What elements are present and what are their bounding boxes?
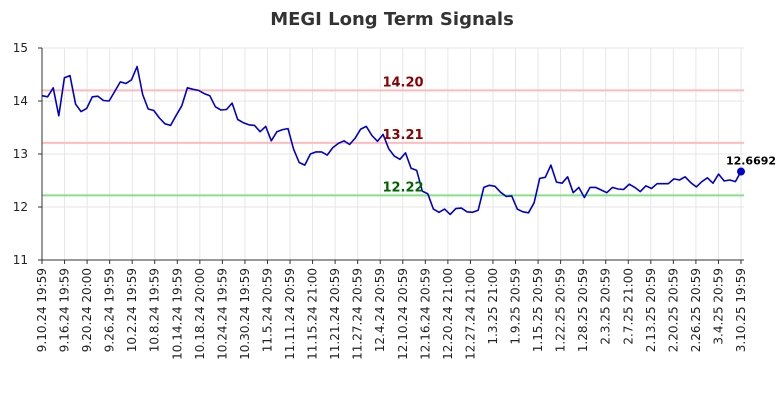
y-tick-label: 14 (13, 94, 28, 108)
x-tick-label: 12.16.24 20:59 (418, 268, 432, 360)
y-tick-label: 12 (13, 200, 28, 214)
x-tick-label: 1.15.25 20:59 (531, 268, 545, 352)
series-layer (41, 65, 745, 216)
reference-label: 14.20 (382, 75, 423, 90)
x-tick-label: 3.10.25 19:59 (734, 268, 748, 352)
x-tick-label: 10.18.24 20:00 (193, 268, 207, 360)
x-tick-label: 2.20.25 20:59 (666, 268, 680, 352)
x-tick-label: 1.3.25 21:00 (486, 268, 500, 345)
x-tick-label: 2.13.25 20:59 (644, 268, 658, 352)
axes: 11 12 13 14 15 9.10.24 19:59 9.16.24 19:59 9.20… (13, 41, 748, 360)
x-tick-label: 11.21.24 20:59 (328, 268, 342, 360)
x-tick-label: 3.4.25 20:59 (711, 268, 725, 345)
x-tick-label: 12.27.24 21:00 (463, 268, 477, 360)
x-tick-label: 10.8.24 19:59 (148, 268, 162, 352)
x-tick-label: 11.27.24 20:59 (351, 268, 365, 360)
chart-title: MEGI Long Term Signals (270, 9, 514, 30)
x-tick-label: 12.20.24 21:00 (441, 268, 455, 360)
x-tick-label: 9.26.24 19:59 (103, 268, 117, 352)
x-tick-label: 2.3.25 20:59 (599, 268, 613, 345)
y-tick-label: 13 (13, 147, 28, 161)
x-tick-label: 11.15.24 21:00 (306, 268, 320, 360)
x-tick-label: 10.24.24 19:59 (215, 268, 229, 360)
x-tick-label: 12.4.24 20:59 (373, 268, 387, 352)
x-tick-label: 9.20.24 20:00 (80, 268, 94, 352)
x-tick-label: 10.14.24 19:59 (170, 268, 184, 360)
x-tick-label: 10.30.24 19:59 (238, 268, 252, 360)
x-tick-label: 2.7.25 21:00 (621, 268, 635, 345)
x-tick-label: 2.26.25 20:59 (689, 268, 703, 352)
x-tick-label: 9.10.24 19:59 (35, 268, 49, 352)
y-tick-label: 11 (13, 253, 28, 267)
reference-label: 13.21 (382, 128, 423, 143)
last-value-label: 12.6692 (726, 155, 776, 168)
y-tick-label: 15 (13, 41, 28, 55)
reference-label: 12.22 (382, 180, 423, 195)
x-tick-label: 11.11.24 20:59 (283, 268, 297, 360)
x-tick-label: 12.10.24 20:59 (396, 268, 410, 360)
x-tick-label: 1.9.25 20:59 (509, 268, 523, 345)
series-line (41, 65, 742, 216)
x-tick-label: 1.22.25 20:59 (554, 268, 568, 352)
x-tick-label: 11.5.24 20:59 (260, 268, 274, 352)
x-tick-label: 9.16.24 19:59 (58, 268, 72, 352)
reference-lines (42, 89, 744, 197)
x-tick-label: 10.2.24 19:59 (125, 268, 139, 352)
last-point-marker (737, 167, 745, 176)
labels: 14.20 13.21 12.22 12.6692 (382, 75, 776, 195)
x-tick-label: 1.28.25 20:59 (576, 268, 590, 352)
